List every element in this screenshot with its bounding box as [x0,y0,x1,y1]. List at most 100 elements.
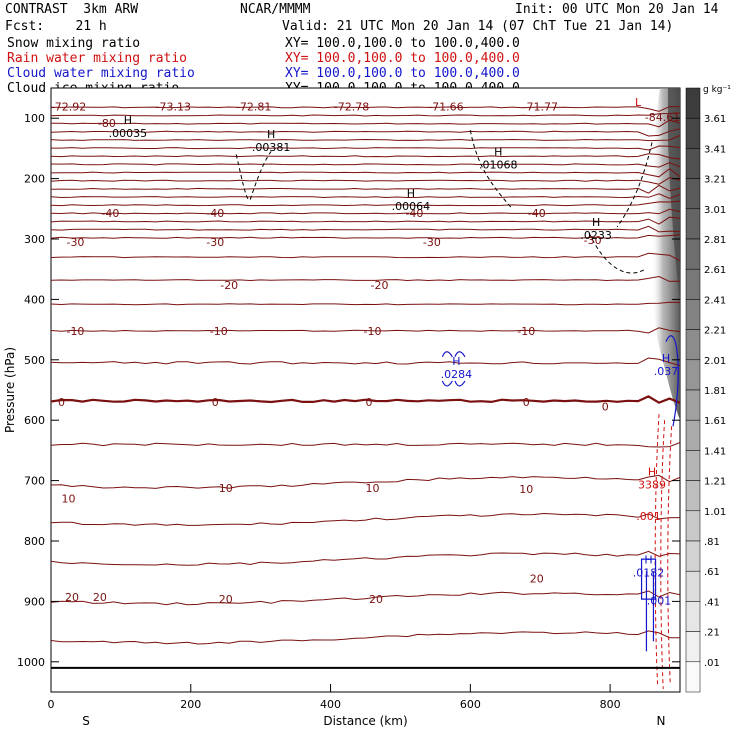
isotherm-label: -10 [364,325,382,338]
isotherm-line [51,550,680,566]
y-tick-label: 200 [24,173,45,186]
colorbar-unit: g kg⁻¹ [703,85,731,95]
colorbar-swatch [685,208,701,240]
isotherm-line [51,225,680,233]
rain-contour [660,420,666,690]
y-axis-label: Pressure (hPa) [3,347,17,433]
isotherm-line [51,119,680,128]
extremum-marker: H [592,216,600,229]
colorbar-label: 1.01 [704,507,726,518]
colorbar-swatch [685,510,701,542]
y-tick-label: 300 [24,233,45,246]
isotherm-label: -71.66 [428,101,463,114]
isotherm-line [51,106,680,112]
y-tick-label: 1000 [17,656,45,669]
field-name-cloud-water: Cloud water mixing ratio [7,66,195,81]
extremum-marker: H [124,114,132,127]
isotherm-line [51,474,680,489]
isotherm-label: 0 [365,396,372,409]
colorbar-swatch [685,268,701,300]
isotherm-label: -80 [98,117,116,130]
isotherm-line [51,153,680,160]
colorbar-swatch [685,631,701,663]
cloud-water-contour [640,558,657,652]
colorbar-swatch [685,601,701,632]
colorbar-label: 1.41 [704,446,726,457]
field-xy-snow: XY= 100.0,100.0 to 100.0,400.0 [285,36,520,51]
colorbar-swatch [685,540,701,572]
field-xy-rain: XY= 100.0,100.0 to 100.0,400.0 [285,51,520,66]
valid-time: Valid: 21 UTC Mon 20 Jan 14 (07 ChT Tue … [282,19,674,34]
isotherm-line [51,234,680,239]
colorbar-swatch [685,450,701,481]
extremum-value: .00381 [252,141,291,154]
colorbar-label: 3.01 [704,205,726,216]
center-name: NCAR/MMMM [240,2,311,17]
colorbar-label: 1.61 [704,416,726,427]
isotherm-line [51,301,680,306]
extremum-value: .01068 [479,158,518,171]
colorbar-label: .41 [704,597,720,608]
extremum-marker: H [407,187,415,200]
cloud-water-contour [441,351,466,387]
isotherm-label: -10 [210,325,228,338]
isotherm-line [51,184,680,194]
isotherm-label: 0 [523,396,530,409]
isotherm-line [51,134,680,142]
extremum-value: .0284 [441,368,473,381]
x-tick-label: 800 [600,698,621,711]
colorbar-swatch [685,419,701,451]
extremum-value: .0233 [580,229,612,242]
extremum-marker: H [452,355,460,368]
colorbar-label: 2.41 [704,295,726,306]
isotherm-line [51,162,680,168]
colorbar-label: 2.01 [704,356,726,367]
snow-contour [469,130,513,210]
extremum-marker: H [662,352,670,365]
isotherm-line [51,590,680,606]
isotherm-label: -20 [220,279,238,292]
y-tick-label: 700 [24,475,45,488]
isotherm-line [51,208,680,215]
isotherm-label: -40 [405,207,423,220]
isotherm-line [51,275,680,282]
isotherm-label: 20 [219,593,233,606]
snow-contour [235,151,272,201]
colorbar-swatch [685,661,701,693]
isotherm-line [51,395,680,404]
isotherm-label: -20 [370,279,388,292]
colorbar-swatch [685,299,701,330]
colorbar-label: 3.61 [704,114,726,125]
y-tick-label: 500 [24,354,45,367]
isotherm-line [51,357,680,367]
colorbar-swatch [685,329,701,361]
y-tick-label: 900 [24,595,45,608]
isotherm-label: -40 [206,207,224,220]
y-tick-label: 800 [24,535,45,548]
x-tick-label: 0 [48,698,55,711]
extremum-value: 3389 [638,478,666,491]
colorbar-label: 2.61 [704,265,726,276]
isotherm-label: -40 [528,207,546,220]
colorbar-swatch [685,117,701,149]
extremum-value: .00035 [109,127,148,140]
colorbar-swatch [685,480,701,512]
isotherm-label: -40 [101,207,119,220]
colorbar-label: 3.41 [704,144,726,155]
extremum-marker: H [648,465,656,478]
snow-contour [616,142,653,228]
isotherm-line [51,112,680,117]
extremum-value: .0182 [633,567,665,580]
isotherm-line [51,630,680,645]
field-name-snow: Snow mixing ratio [7,36,141,51]
isotherm-line [51,168,680,178]
extremum-marker: H [267,128,275,141]
isotherm-label: -10 [66,325,84,338]
isotherm-label: -71.77 [522,101,557,114]
init-time: Init: 00 UTC Mon 20 Jan 14 [515,2,719,17]
extremum-marker: H [644,554,652,567]
isotherm-label: -30 [423,236,441,249]
colorbar-label: 2.21 [704,326,726,337]
extremum-value: .001 [636,510,661,523]
isotherm-label: -84.61 [645,111,680,124]
